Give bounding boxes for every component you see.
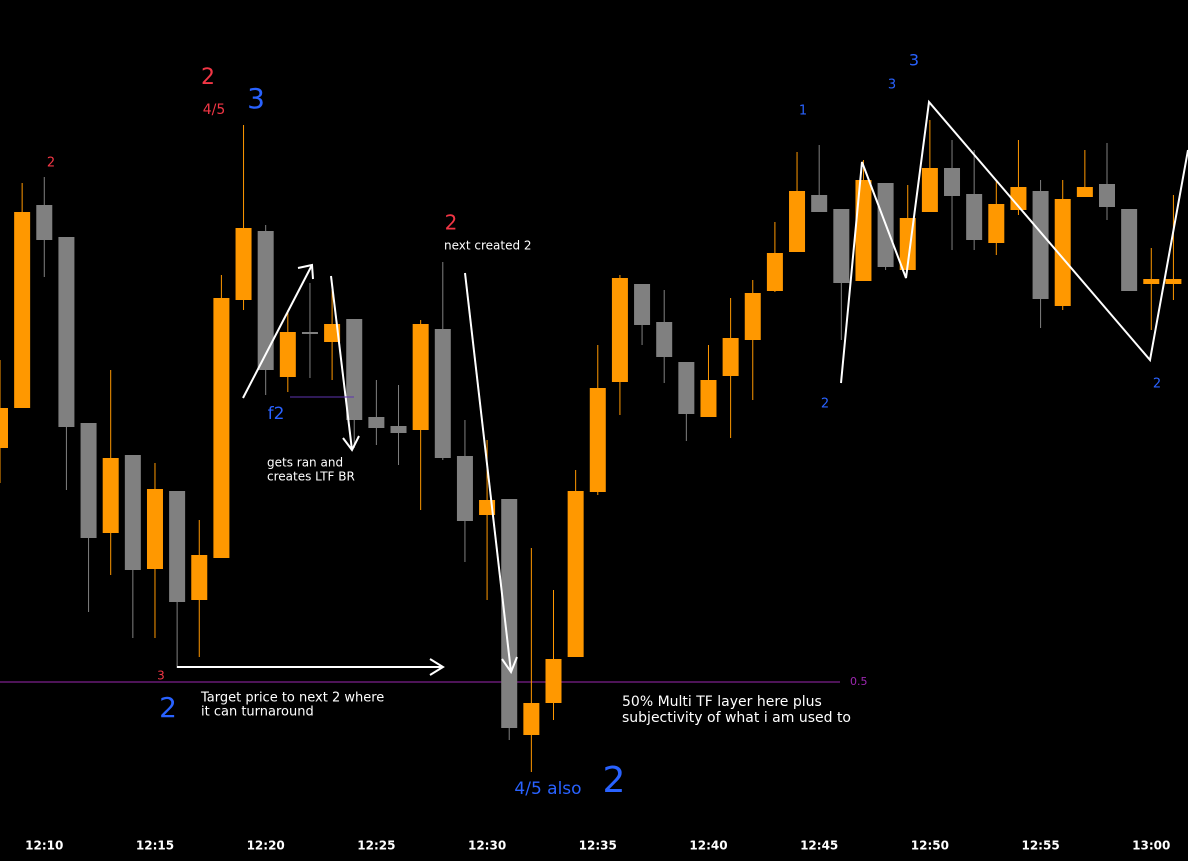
candle-body xyxy=(1032,191,1049,299)
candle-body xyxy=(501,499,518,728)
x-tick-label: 12:10 xyxy=(25,839,63,853)
x-tick-label: 12:55 xyxy=(1021,839,1059,853)
annotation: 4/5 also xyxy=(514,779,581,799)
annotation: Target price to next 2 where xyxy=(200,691,384,706)
candle-body xyxy=(988,204,1005,243)
annotation: 2 xyxy=(201,65,215,90)
candles xyxy=(0,120,1182,772)
candle-body xyxy=(434,329,451,458)
drawings xyxy=(177,99,1188,676)
candle-body xyxy=(634,284,651,325)
candle-body xyxy=(1076,187,1093,197)
candle-body xyxy=(235,228,252,300)
annotation: next created 2 xyxy=(444,239,532,253)
candle-body xyxy=(1121,209,1138,291)
arrow xyxy=(464,272,512,673)
annotation: 2 xyxy=(821,397,829,412)
candle-body xyxy=(722,338,739,376)
candle-body xyxy=(0,408,8,448)
level-label: 0.5 xyxy=(850,675,868,688)
arrow xyxy=(330,275,353,451)
annotations: 0.512:10 12:15 12:20 12:25 12:30 12:35 12:40 12… xyxy=(25,51,1170,853)
candle-body xyxy=(80,423,97,538)
arrow-head xyxy=(297,263,314,280)
candle-body xyxy=(700,380,717,417)
x-tick-label: 12:35 xyxy=(579,839,617,853)
x-tick-label: 12:20 xyxy=(247,839,285,853)
candle-body xyxy=(390,426,407,433)
candle-body xyxy=(855,180,872,281)
annotation: 1 xyxy=(799,104,807,119)
x-tick-label: 12:25 xyxy=(357,839,395,853)
candle-body xyxy=(257,231,274,370)
annotation: 2 xyxy=(445,211,458,235)
candle-body xyxy=(567,491,584,657)
candle-body xyxy=(324,324,341,342)
candle-body xyxy=(1099,184,1115,207)
candle-body xyxy=(944,168,961,196)
x-tick-label: 12:15 xyxy=(136,839,174,853)
annotation: 3 xyxy=(157,669,165,683)
candle-body xyxy=(102,458,119,533)
zigzag xyxy=(840,99,1188,384)
candle-body xyxy=(279,332,296,377)
candle-body xyxy=(744,293,761,340)
candle-body xyxy=(811,195,828,212)
annotation: 4/5 xyxy=(203,102,226,118)
candle-body xyxy=(523,703,540,735)
candle-body xyxy=(1054,199,1071,306)
candle-body xyxy=(678,362,695,414)
candle-body xyxy=(368,417,385,428)
candle-body xyxy=(14,212,31,408)
x-tick-label: 12:50 xyxy=(911,839,949,853)
candle-body xyxy=(611,278,628,382)
candle-body xyxy=(1165,279,1182,284)
candle-body xyxy=(346,319,363,420)
candle-body xyxy=(146,489,163,569)
candle-body xyxy=(966,194,983,240)
arrow-head xyxy=(501,656,518,675)
candle-body xyxy=(589,388,606,492)
candle-body xyxy=(766,253,783,291)
annotation: 2 xyxy=(603,760,626,801)
x-tick-label: 13:00 xyxy=(1132,839,1170,853)
arrow-head xyxy=(429,658,445,676)
x-tick-label: 12:30 xyxy=(468,839,506,853)
annotation: 2 xyxy=(159,691,177,724)
candle-body xyxy=(191,555,208,600)
annotation: subjectivity of what i am used to xyxy=(622,710,851,726)
x-tick-label: 12:45 xyxy=(800,839,838,853)
annotation: 3 xyxy=(888,78,896,93)
annotation: gets ran and xyxy=(267,456,343,470)
candle-body xyxy=(545,659,562,703)
candle-body xyxy=(789,191,806,252)
annotation: 2 xyxy=(47,156,55,171)
annotation: f2 xyxy=(268,404,285,424)
candle-body xyxy=(1010,187,1027,210)
arrow-head xyxy=(342,435,360,452)
candle-body xyxy=(456,456,473,521)
arrow xyxy=(242,264,313,399)
annotation: 3 xyxy=(247,82,265,115)
candle-body xyxy=(412,324,429,430)
candle-body xyxy=(58,237,75,427)
annotation: 2 xyxy=(1153,377,1161,392)
annotation: 50% Multi TF layer here plus xyxy=(622,694,822,710)
annotation: creates LTF BR xyxy=(267,470,355,484)
candle-body xyxy=(921,168,938,212)
candle-body xyxy=(1143,279,1160,284)
candle-body xyxy=(656,322,673,357)
candle-body xyxy=(124,455,141,570)
annotation: it can turnaround xyxy=(201,705,314,720)
candle-body xyxy=(833,209,850,283)
candle-body xyxy=(301,332,318,334)
candle-body xyxy=(169,491,186,602)
candle-body xyxy=(36,205,53,240)
x-tick-label: 12:40 xyxy=(689,839,727,853)
annotation: 3 xyxy=(909,51,919,70)
candle-body xyxy=(213,298,230,558)
